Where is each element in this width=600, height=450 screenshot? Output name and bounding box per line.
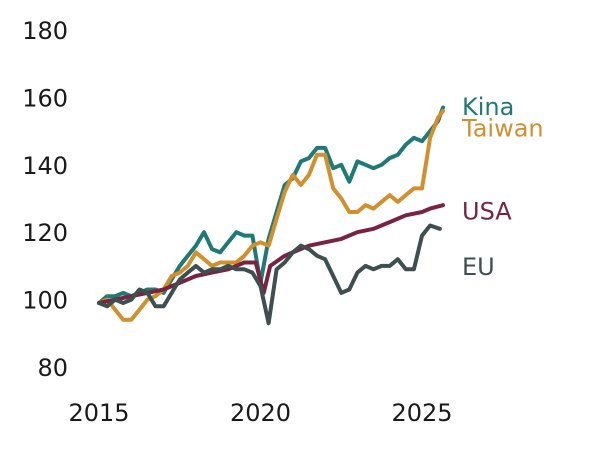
series-label-usa: USA bbox=[462, 197, 512, 225]
y-tick-label-120: 120 bbox=[22, 219, 68, 247]
y-tick-label-180: 180 bbox=[22, 17, 68, 45]
series-line-eu bbox=[97, 223, 442, 326]
x-tick-label-2020: 2020 bbox=[230, 399, 291, 427]
y-tick-label-80: 80 bbox=[37, 354, 68, 382]
series-line-taiwan bbox=[97, 108, 445, 322]
series-line-usa bbox=[97, 203, 445, 305]
x-axis-ticks: 2015 2020 2025 bbox=[68, 399, 452, 427]
series-label-kina: Kina bbox=[462, 93, 514, 121]
y-axis-ticks: 80 100 120 140 160 180 bbox=[22, 17, 68, 382]
y-tick-label-100: 100 bbox=[22, 287, 68, 315]
y-tick-label-140: 140 bbox=[22, 152, 68, 180]
series-label-eu: EU bbox=[462, 253, 495, 281]
series-line-kina bbox=[97, 105, 445, 305]
x-tick-label-2025: 2025 bbox=[391, 399, 452, 427]
x-tick-label-2015: 2015 bbox=[68, 399, 129, 427]
series-lines bbox=[97, 105, 445, 326]
series-label-taiwan: Taiwan bbox=[461, 115, 544, 143]
y-tick-label-160: 160 bbox=[22, 84, 68, 112]
